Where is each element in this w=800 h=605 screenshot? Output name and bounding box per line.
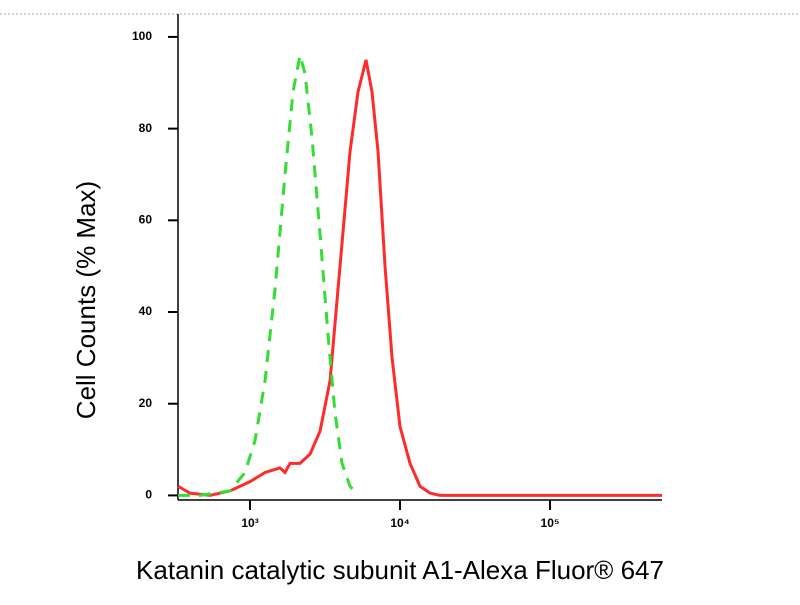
series-line — [177, 59, 662, 497]
y-tick-label: 40 — [139, 304, 153, 318]
y-tick-label: 0 — [145, 488, 152, 502]
y-tick-label: 60 — [139, 212, 153, 226]
y-tick-label: 100 — [132, 29, 152, 43]
x-axis-label: Katanin catalytic subunit A1-Alexa Fluor… — [136, 555, 664, 585]
x-tick-label: 10⁴ — [390, 516, 409, 530]
x-tick-label: 10³ — [241, 516, 258, 530]
series-line — [178, 54, 360, 497]
y-axis-label: Cell Counts (% Max) — [71, 181, 101, 419]
y-tick-label: 80 — [139, 121, 153, 135]
y-tick-label: 20 — [139, 396, 153, 410]
x-tick-label: 10⁵ — [541, 516, 560, 530]
